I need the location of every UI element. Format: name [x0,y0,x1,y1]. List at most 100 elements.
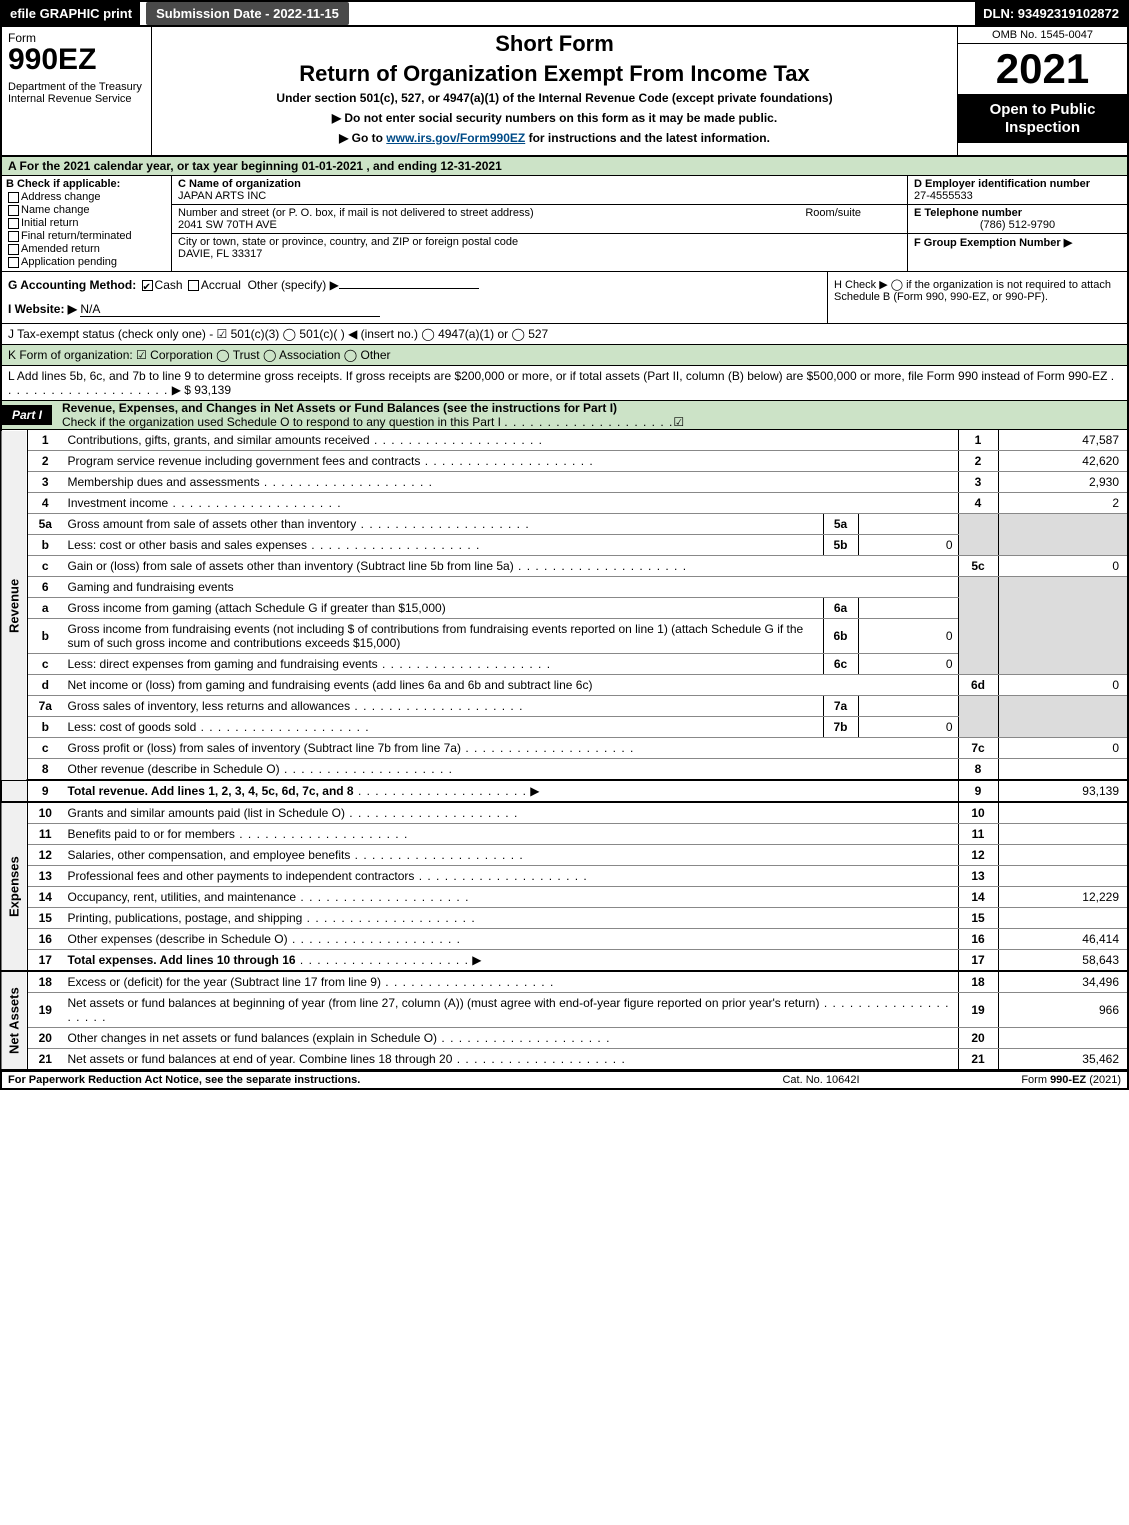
line-3-desc: Membership dues and assessments [63,472,959,493]
org-name-label: C Name of organization [178,178,301,190]
line-11-no: 11 [28,824,63,845]
instr2-suffix: for instructions and the latest informat… [525,131,770,145]
line-2-amt: 42,620 [998,451,1128,472]
omb-number: OMB No. 1545-0047 [958,27,1127,44]
room-label: Room/suite [805,207,901,219]
section-k: K Form of organization: ☑ Corporation ◯ … [0,345,1129,366]
line-21-desc: Net assets or fund balances at end of ye… [63,1049,959,1071]
section-h: H Check ▶ ◯ if the organization is not r… [827,272,1127,323]
line-6d-no: d [28,675,63,696]
header-right: OMB No. 1545-0047 2021 Open to Public In… [957,27,1127,155]
section-b: B Check if applicable: Address change Na… [2,176,172,271]
ein-value: 27-4555533 [914,190,973,202]
line-19-amt: 966 [998,993,1128,1028]
efile-label[interactable]: efile GRAPHIC print [2,2,140,25]
line-17-amt: 58,643 [998,950,1128,972]
form-title: Return of Organization Exempt From Incom… [160,61,949,87]
department-label: Department of the Treasury Internal Reve… [8,81,145,105]
line-13-desc: Professional fees and other payments to … [63,866,959,887]
line-1-amt: 47,587 [998,430,1128,451]
other-specify: Other (specify) ▶ [248,278,339,292]
section-c: C Name of organization JAPAN ARTS INC Nu… [172,176,907,271]
line-6d-desc: Net income or (loss) from gaming and fun… [63,675,959,696]
side-label-netassets: Net Assets [1,971,28,1070]
instruction-1: ▶ Do not enter social security numbers o… [160,111,949,125]
website-value: N/A [80,302,380,317]
line-6-desc: Gaming and fundraising events [63,577,959,598]
section-l-text: L Add lines 5b, 6c, and 7b to line 9 to … [8,369,1107,383]
line-7b-inner: 0 [858,717,958,738]
line-6a-no: a [28,598,63,619]
line-17-desc: Total expenses. Add lines 10 through 16 … [63,950,959,972]
phone-label: E Telephone number [914,207,1022,219]
line-18-no: 18 [28,971,63,993]
line-11-desc: Benefits paid to or for members [63,824,959,845]
line-13-no: 13 [28,866,63,887]
submission-date-badge: Submission Date - 2022-11-15 [146,2,349,25]
footer-center: Cat. No. 10642I [721,1074,921,1086]
chk-amended-return[interactable]: Amended return [6,243,167,255]
line-5c-no: c [28,556,63,577]
line-5a-inner [858,514,958,535]
org-name-value: JAPAN ARTS INC [178,190,266,202]
line-19-no: 19 [28,993,63,1028]
line-6c-desc: Less: direct expenses from gaming and fu… [63,654,824,675]
line-14-desc: Occupancy, rent, utilities, and maintena… [63,887,959,908]
section-l-arrow: ▶ $ [172,383,191,397]
section-j: J Tax-exempt status (check only one) - ☑… [0,324,1129,345]
instr2-prefix: ▶ Go to [339,131,386,145]
header-left: Form 990EZ Department of the Treasury In… [2,27,152,155]
line-2-no: 2 [28,451,63,472]
line-2-desc: Program service revenue including govern… [63,451,959,472]
line-5a-desc: Gross amount from sale of assets other t… [63,514,824,535]
chk-initial-return[interactable]: Initial return [6,217,167,229]
line-7a-inner [858,696,958,717]
instruction-2: ▶ Go to www.irs.gov/Form990EZ for instru… [160,131,949,145]
chk-cash[interactable] [142,280,153,291]
line-10-amt [998,802,1128,824]
section-l: L Add lines 5b, 6c, and 7b to line 9 to … [0,366,1129,401]
chk-address-change[interactable]: Address change [6,191,167,203]
line-7b-desc: Less: cost of goods sold [63,717,824,738]
line-3-amt: 2,930 [998,472,1128,493]
top-bar: efile GRAPHIC print Submission Date - 20… [0,0,1129,25]
line-6d-amt: 0 [998,675,1128,696]
line-4-amt: 2 [998,493,1128,514]
line-6b-desc: Gross income from fundraising events (no… [63,619,824,654]
short-form-title: Short Form [160,31,949,57]
chk-final-return[interactable]: Final return/terminated [6,230,167,242]
line-4-desc: Investment income [63,493,959,514]
line-5b-desc: Less: cost or other basis and sales expe… [63,535,824,556]
chk-application-pending[interactable]: Application pending [6,256,167,268]
group-exemption-label: F Group Exemption Number ▶ [914,237,1072,249]
line-1-no: 1 [28,430,63,451]
line-8-amt [998,759,1128,781]
line-21-amt: 35,462 [998,1049,1128,1071]
line-10-desc: Grants and similar amounts paid (list in… [63,802,959,824]
side-label-revenue: Revenue [1,430,28,780]
tax-exempt-status: J Tax-exempt status (check only one) - ☑… [8,327,548,341]
open-to-public-badge: Open to Public Inspection [958,95,1127,143]
line-19-desc: Net assets or fund balances at beginning… [63,993,959,1028]
section-g-h: G Accounting Method: Cash Accrual Other … [0,272,1129,324]
line-5c-amt: 0 [998,556,1128,577]
chk-accrual[interactable] [188,280,199,291]
line-20-desc: Other changes in net assets or fund bala… [63,1028,959,1049]
city-label: City or town, state or province, country… [178,236,518,248]
city-value: DAVIE, FL 33317 [178,248,262,260]
accounting-method-label: G Accounting Method: [8,278,136,292]
phone-value: (786) 512-9790 [914,219,1121,231]
part-1-header: Part I Revenue, Expenses, and Changes in… [0,401,1129,430]
line-7b-no: b [28,717,63,738]
section-b-c-d: B Check if applicable: Address change Na… [0,176,1129,272]
part-1-check-icon: ☑ [673,415,684,429]
line-16-desc: Other expenses (describe in Schedule O) [63,929,959,950]
line-12-desc: Salaries, other compensation, and employ… [63,845,959,866]
line-9-amt: 93,139 [998,780,1128,802]
chk-name-change[interactable]: Name change [6,204,167,216]
irs-link[interactable]: www.irs.gov/Form990EZ [386,131,525,145]
form-table: Revenue 1 Contributions, gifts, grants, … [0,430,1129,1071]
header-center: Short Form Return of Organization Exempt… [152,27,957,155]
line-5a-no: 5a [28,514,63,535]
form-header: Form 990EZ Department of the Treasury In… [0,25,1129,157]
